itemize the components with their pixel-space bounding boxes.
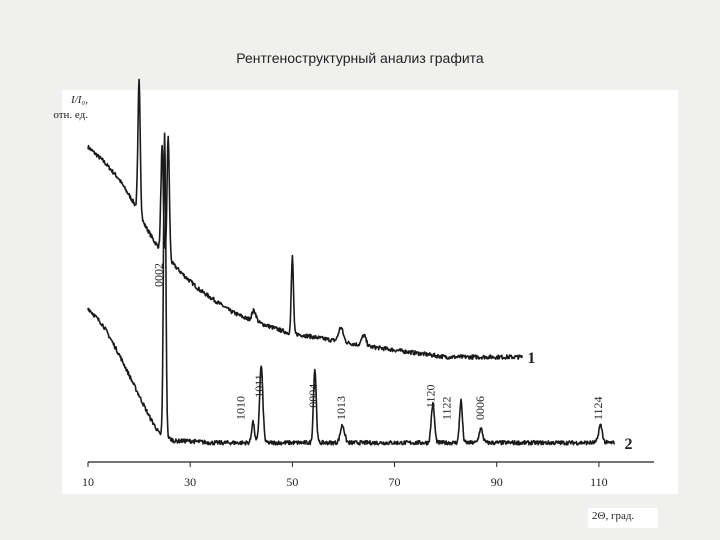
peak-label: 1011 [252,374,266,398]
y-axis-label-main: I/I₀, [71,94,88,106]
y-axis-label-unit: отн. ед. [53,109,88,121]
peak-label: 1124 [591,396,605,420]
peak-label: 1013 [334,396,348,420]
x-tick-label: 10 [82,475,94,489]
peak-label: 0002 [152,263,166,287]
series-line-1 [87,78,524,360]
curves [87,78,615,446]
peak-label: 1120 [423,385,437,409]
peak-label: 0006 [473,396,487,420]
x-tick-label: 30 [184,475,196,489]
x-tick-label: 50 [286,475,298,489]
x-tick-label: 90 [491,475,503,489]
x-tick-label: 70 [389,475,401,489]
series-line-2 [87,132,615,446]
x-axis-label-box [588,508,658,528]
peak-label: 1010 [233,396,247,420]
x-tick-label: 110 [590,475,608,489]
x-axis-label: 2Θ, град. [592,510,635,522]
peak-label: 1122 [440,396,454,420]
slide-title: Рентгеноструктурный анализ графита [236,50,484,66]
x-axis: 10 30 50 70 90 110 [82,461,654,489]
curve-label-1: 1 [527,350,535,367]
curve-label-2: 2 [624,436,632,453]
peak-label: 0004 [306,384,320,408]
y-axis-label: I/I₀, отн. ед. [8,93,88,123]
